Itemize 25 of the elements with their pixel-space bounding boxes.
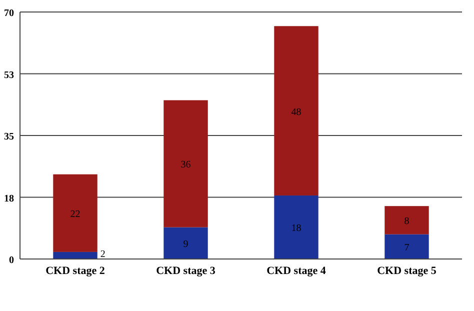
x-tick-label: CKD stage 4 <box>266 265 326 277</box>
bar <box>274 26 318 196</box>
y-tick-label: 70 <box>4 8 14 19</box>
data-label: 7 <box>404 242 410 254</box>
bar <box>53 174 98 252</box>
data-label: 36 <box>180 160 191 171</box>
x-tick-label: CKD stage 5 <box>377 265 437 277</box>
bar <box>274 195 318 259</box>
data-label: 22 <box>70 209 80 220</box>
data-label: 9 <box>183 239 188 250</box>
data-label: 2 <box>100 249 106 260</box>
bar <box>53 252 98 259</box>
data-label: 8 <box>404 216 410 228</box>
y-tick-label: 53 <box>4 70 14 81</box>
y-tick-label: 18 <box>4 193 14 204</box>
x-tick-label: CKD stage 3 <box>156 265 216 277</box>
bar <box>164 227 208 259</box>
data-label: 18 <box>291 223 302 234</box>
bar <box>384 234 429 259</box>
y-tick-label: 0 <box>9 255 14 266</box>
bar <box>164 100 208 228</box>
x-tick-label: CKD stage 2 <box>46 265 106 277</box>
bar <box>384 206 429 234</box>
data-label: 48 <box>291 106 302 118</box>
y-tick-label: 35 <box>4 132 14 142</box>
